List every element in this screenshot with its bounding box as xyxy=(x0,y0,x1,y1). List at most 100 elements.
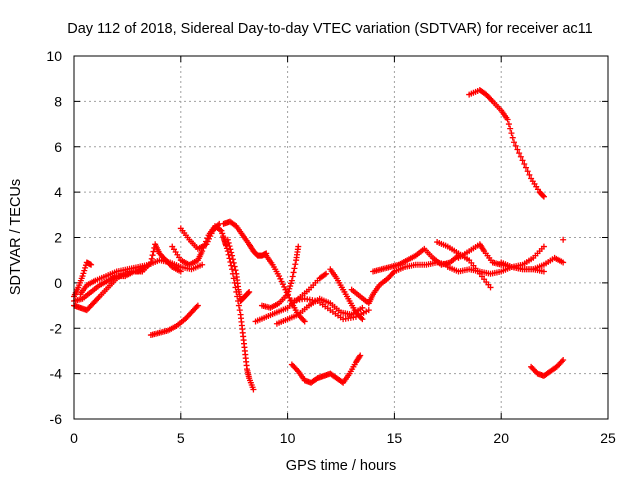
data-point xyxy=(232,267,239,274)
plot-frame xyxy=(73,55,609,420)
data-point xyxy=(199,248,206,255)
data-point xyxy=(147,259,154,266)
data-point xyxy=(235,302,242,309)
data-point xyxy=(560,236,567,243)
data-point xyxy=(250,386,257,393)
data-point xyxy=(225,239,232,246)
y-axis-label: SDTVAR / TECUs xyxy=(8,179,24,295)
data-point xyxy=(288,280,295,287)
x-tick-label: 5 xyxy=(177,430,185,446)
y-tick-label: 2 xyxy=(54,230,62,246)
data-point xyxy=(150,248,157,255)
chart-title: Day 112 of 2018, Sidereal Day-to-day VTE… xyxy=(67,21,592,37)
series-track-16 xyxy=(288,352,364,386)
data-point xyxy=(295,243,302,250)
y-tick-label: -4 xyxy=(50,366,63,382)
data-point xyxy=(512,142,519,149)
data-point xyxy=(508,130,515,137)
data-points xyxy=(71,87,567,393)
data-point xyxy=(204,238,211,245)
series-track-23 xyxy=(498,254,567,273)
series-track-26 xyxy=(560,236,567,243)
data-point xyxy=(359,304,366,311)
data-point xyxy=(522,164,529,171)
data-point xyxy=(229,252,236,259)
data-point xyxy=(509,134,516,141)
data-point xyxy=(149,252,156,259)
y-tick-label: 0 xyxy=(54,275,62,291)
data-point xyxy=(504,116,511,123)
data-point xyxy=(519,157,526,164)
data-point xyxy=(540,193,547,200)
data-point xyxy=(511,139,518,146)
data-point xyxy=(301,318,308,325)
data-point xyxy=(560,259,567,266)
data-point xyxy=(236,307,243,314)
data-point xyxy=(357,352,364,359)
data-point xyxy=(278,278,285,285)
data-point xyxy=(82,264,89,271)
x-tick-label: 20 xyxy=(493,430,509,446)
data-point xyxy=(286,294,293,301)
data-point xyxy=(286,285,293,292)
data-point xyxy=(287,283,294,290)
series-track-21 xyxy=(455,241,547,270)
data-point xyxy=(246,288,253,295)
data-point xyxy=(292,261,299,268)
data-point xyxy=(245,289,252,296)
x-axis-label: GPS time / hours xyxy=(286,458,396,474)
data-point xyxy=(514,146,521,153)
data-point xyxy=(283,289,290,296)
series-track-10 xyxy=(224,236,253,305)
series-track-11 xyxy=(258,243,302,311)
data-point xyxy=(224,236,231,243)
data-point xyxy=(177,268,184,275)
data-point xyxy=(507,125,514,132)
y-tick-label: 4 xyxy=(54,184,62,200)
data-point xyxy=(207,233,214,240)
data-point xyxy=(217,226,224,233)
data-point xyxy=(228,249,235,256)
data-point xyxy=(88,261,95,268)
data-point xyxy=(291,265,298,272)
data-point xyxy=(229,256,236,263)
data-point xyxy=(487,284,494,291)
data-point xyxy=(289,273,296,280)
data-point xyxy=(281,283,288,290)
series-track-07 xyxy=(177,220,223,252)
data-point xyxy=(359,316,366,323)
data-point xyxy=(227,246,234,253)
data-point xyxy=(365,307,372,314)
data-point xyxy=(276,273,283,280)
data-point xyxy=(526,171,533,178)
series-track-15 xyxy=(288,295,372,323)
data-point xyxy=(521,160,528,167)
y-tick-label: 8 xyxy=(54,93,62,109)
data-point xyxy=(540,243,547,250)
data-point xyxy=(79,273,86,280)
data-point xyxy=(231,263,238,270)
y-tick-label: -2 xyxy=(50,320,63,336)
data-point xyxy=(279,281,286,288)
x-tick-labels: 0 5 10 15 20 25 xyxy=(70,430,616,446)
y-tick-label: -6 xyxy=(50,411,63,427)
data-point xyxy=(194,302,201,309)
series-track-05 xyxy=(147,302,201,339)
data-point xyxy=(321,271,328,278)
data-point xyxy=(524,168,531,175)
data-point xyxy=(285,292,292,299)
data-point xyxy=(540,268,547,275)
data-point xyxy=(517,153,524,160)
data-point xyxy=(208,230,215,237)
data-point xyxy=(540,192,547,199)
series-track-17 xyxy=(327,266,366,323)
series-track-08 xyxy=(220,218,270,259)
x-tick-label: 25 xyxy=(600,430,616,446)
series-track-19 xyxy=(370,245,462,275)
data-point xyxy=(81,267,88,274)
series-track-25 xyxy=(528,357,567,379)
series-track-13 xyxy=(263,252,308,325)
x-tick-label: 0 xyxy=(70,430,78,446)
data-point xyxy=(290,269,297,276)
